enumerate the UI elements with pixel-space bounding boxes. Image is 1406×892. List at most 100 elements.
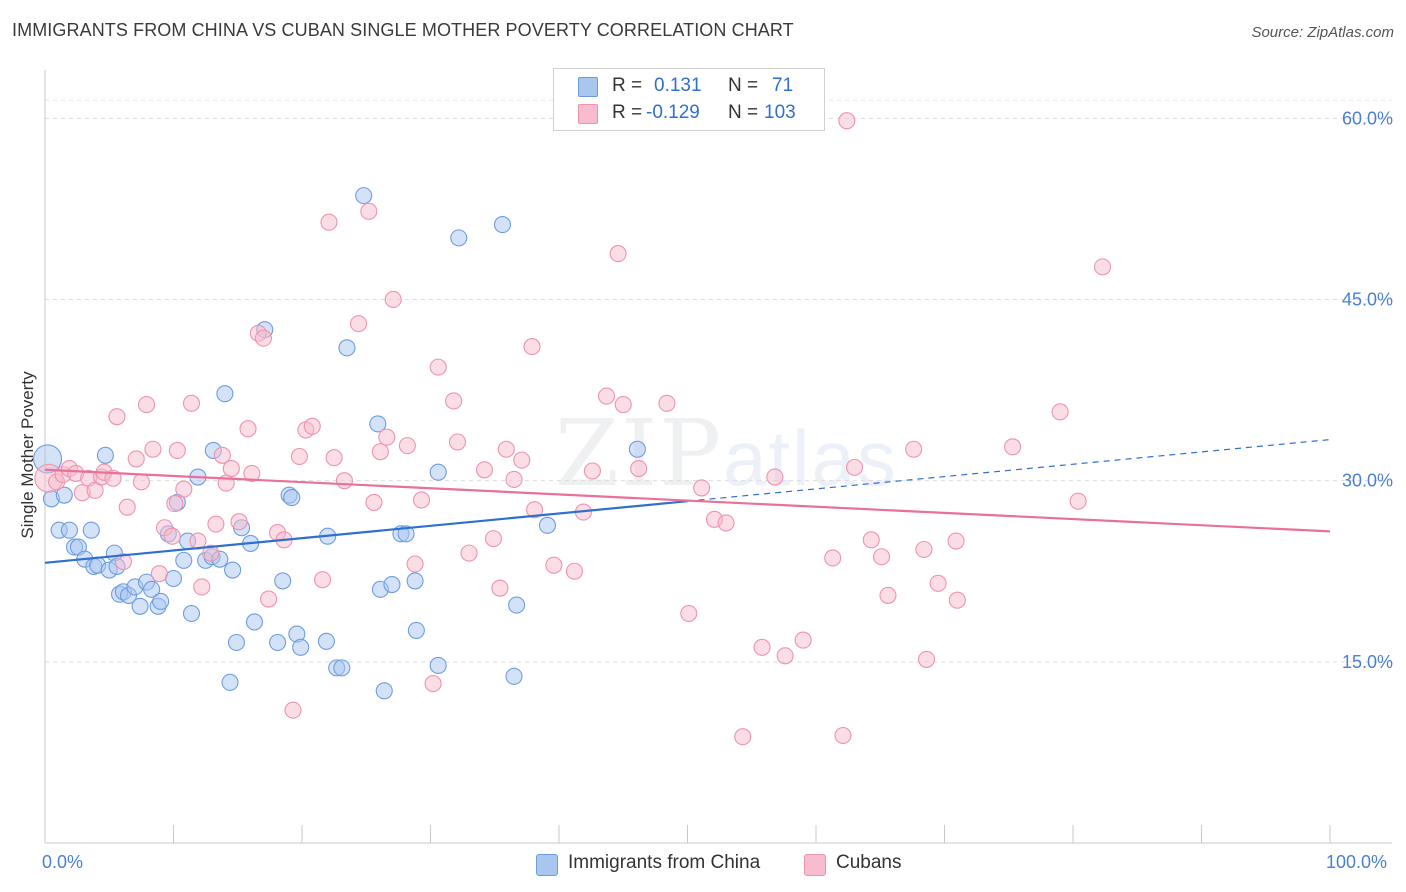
cubans-point [947, 532, 965, 550]
cubans-point [193, 578, 211, 596]
china-point [450, 229, 468, 247]
cubans-point [202, 544, 220, 562]
cubans-point [213, 446, 231, 464]
legend-n-value: 71 [772, 75, 794, 96]
legend-r-label: R = [612, 102, 643, 123]
china-point [175, 551, 193, 569]
chart-title: IMMIGRANTS FROM CHINA VS CUBAN SINGLE MO… [12, 20, 794, 40]
cubans-point [753, 638, 771, 656]
cubans-point [917, 650, 936, 668]
china-point [269, 633, 287, 652]
cubans-point [717, 514, 735, 532]
cubans-point [545, 556, 563, 574]
cubans-point [614, 396, 632, 414]
cubans-point [239, 420, 257, 438]
china-point [338, 339, 356, 357]
legend-r-value: -0.129 [646, 102, 700, 123]
china-point [406, 572, 424, 590]
china-trend-extension [687, 438, 1331, 502]
cubans-point [445, 392, 463, 410]
cubans-point [365, 493, 383, 511]
cubans-point [1051, 403, 1069, 421]
china-point [369, 415, 387, 433]
cubans-point [182, 394, 201, 412]
cubans-point [207, 515, 225, 533]
legend-swatch-china [578, 77, 598, 97]
cubans-point [163, 527, 181, 545]
china-point [245, 613, 264, 631]
cubans-point [475, 461, 494, 479]
cubans-point [484, 530, 503, 548]
china-point [274, 572, 292, 590]
china-point [397, 525, 415, 543]
china-point [317, 632, 335, 650]
china-point [96, 446, 114, 464]
china-point [55, 486, 73, 504]
china-point [82, 521, 100, 539]
cubans-point [175, 480, 193, 498]
cubans-point [360, 202, 378, 220]
cubans-point [222, 460, 240, 478]
cubans-point [412, 491, 431, 509]
cubans-point [144, 440, 162, 458]
cubans-point [114, 553, 132, 571]
cubans-point [845, 458, 864, 476]
cubans-point [1069, 492, 1087, 510]
cubans-point [230, 513, 248, 531]
x-tick-label-max: 100.0% [1326, 852, 1388, 872]
cubans-point [834, 726, 852, 745]
china-point [375, 682, 393, 700]
y-tick-label: 30.0% [1342, 471, 1393, 491]
cubans-point [658, 394, 676, 412]
cubans-point [254, 329, 273, 347]
china-point [283, 489, 301, 507]
cubans-point [1004, 438, 1022, 456]
cubans-point [168, 441, 186, 460]
source-credit: Source: ZipAtlas.com [1251, 24, 1394, 41]
cubans-point [118, 498, 136, 516]
cubans-point [137, 396, 156, 414]
cubans-point [597, 387, 616, 405]
cubans-point [335, 472, 353, 490]
cubans-point [314, 571, 332, 589]
china-point [407, 621, 425, 639]
x-tick-label-min: 0.0% [42, 852, 84, 872]
legend-r-label: R = [612, 75, 643, 96]
cubans-point [1094, 258, 1112, 276]
cubans-point [693, 479, 711, 497]
y-tick-label: 60.0% [1342, 108, 1393, 128]
cubans-point [497, 440, 515, 458]
cubans-point [448, 433, 467, 451]
china-point [538, 516, 556, 534]
cubans-point [243, 464, 261, 482]
cubans-point [583, 462, 601, 480]
cubans-point [766, 468, 784, 486]
cubans-point [526, 501, 544, 519]
cubans-point [776, 647, 794, 665]
cubans-point [523, 338, 541, 356]
legend-n-label: N = [728, 102, 759, 123]
cubans-point [378, 428, 396, 446]
cubans-point [513, 451, 531, 469]
series-label-china: Immigrants from China [568, 852, 761, 873]
cubans-point [303, 417, 321, 435]
china-point [182, 604, 201, 623]
china-point [164, 569, 183, 588]
cubans-point [371, 443, 389, 461]
china-point [152, 592, 170, 610]
china-point [508, 596, 526, 614]
cubans-point [879, 586, 897, 604]
cubans-point [460, 544, 478, 562]
china-point [429, 463, 447, 481]
cubans-point [915, 540, 933, 559]
watermark-atlas: atlas [723, 414, 898, 502]
china-point [355, 187, 373, 205]
cubans-point [680, 604, 698, 623]
cubans-point [429, 358, 447, 376]
cubans-trend-line [44, 468, 1331, 533]
china-point [493, 216, 512, 234]
cubans-point [905, 440, 923, 458]
china-point [60, 521, 78, 539]
cubans-point [734, 728, 752, 746]
